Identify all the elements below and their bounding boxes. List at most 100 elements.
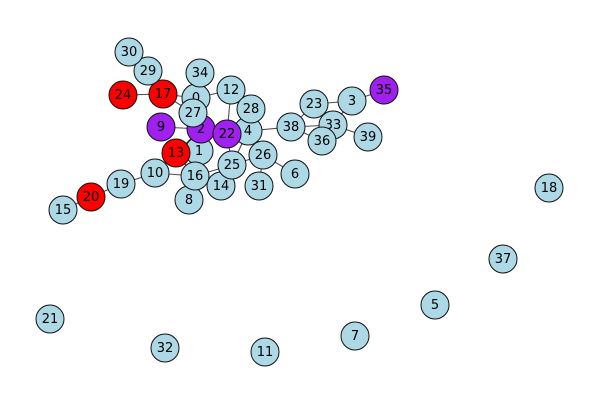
node-label: 6 <box>291 167 299 182</box>
node-circle <box>217 150 247 180</box>
node-circle <box>108 80 138 110</box>
node-label: 39 <box>360 130 377 145</box>
node-label: 4 <box>244 124 252 139</box>
node-circle <box>248 140 278 170</box>
node-circle <box>244 171 274 201</box>
node-circle <box>133 56 163 86</box>
node-8: 8 <box>174 185 204 215</box>
node-label: 16 <box>187 169 204 184</box>
node-3: 3 <box>337 86 367 116</box>
node-circle <box>276 112 306 142</box>
node-39: 39 <box>353 122 383 152</box>
node-21: 21 <box>35 304 65 334</box>
node-label: 23 <box>306 97 323 112</box>
node-circle <box>76 182 106 212</box>
node-7: 7 <box>340 321 370 351</box>
node-22: 22 <box>212 119 242 149</box>
node-label: 35 <box>376 83 393 98</box>
node-label: 9 <box>157 120 165 135</box>
node-38: 38 <box>276 112 306 142</box>
node-26: 26 <box>248 140 278 170</box>
node-label: 10 <box>147 166 164 181</box>
node-17: 17 <box>148 79 178 109</box>
node-label: 17 <box>155 87 172 102</box>
node-label: 31 <box>251 179 268 194</box>
node-label: 22 <box>219 127 236 142</box>
node-circle <box>114 37 144 67</box>
node-label: 0 <box>192 91 200 106</box>
node-14: 14 <box>206 171 236 201</box>
node-label: 25 <box>224 158 241 173</box>
node-25: 25 <box>217 150 247 180</box>
node-circle <box>488 244 518 274</box>
node-13: 13 <box>161 138 191 168</box>
node-label: 24 <box>115 88 132 103</box>
node-circle <box>236 94 266 124</box>
node-18: 18 <box>534 173 564 203</box>
node-circle <box>148 79 178 109</box>
node-30: 30 <box>114 37 144 67</box>
node-19: 19 <box>106 169 136 199</box>
node-circle <box>337 86 367 116</box>
node-label: 19 <box>113 177 130 192</box>
node-circle <box>178 98 208 128</box>
node-label: 14 <box>213 179 230 194</box>
node-circle <box>180 161 210 191</box>
node-label: 38 <box>283 120 300 135</box>
node-label: 32 <box>157 341 174 356</box>
node-label: 18 <box>541 181 558 196</box>
node-label: 2 <box>197 122 205 137</box>
node-label: 30 <box>121 45 138 60</box>
node-circle <box>185 58 215 88</box>
node-label: 34 <box>192 66 209 81</box>
node-31: 31 <box>244 171 274 201</box>
node-27: 27 <box>178 98 208 128</box>
node-circle <box>340 321 370 351</box>
node-5: 5 <box>420 290 450 320</box>
node-label: 28 <box>243 102 260 117</box>
node-label: 29 <box>140 64 157 79</box>
node-24: 24 <box>108 80 138 110</box>
node-label: 5 <box>431 298 439 313</box>
node-20: 20 <box>76 182 106 212</box>
node-circle <box>35 304 65 334</box>
node-12: 12 <box>216 75 246 105</box>
node-6: 6 <box>280 159 310 189</box>
node-label: 7 <box>351 329 359 344</box>
node-37: 37 <box>488 244 518 274</box>
node-16: 16 <box>180 161 210 191</box>
node-circle <box>307 126 337 156</box>
node-circle <box>106 169 136 199</box>
node-circle <box>161 138 191 168</box>
node-label: 15 <box>55 203 72 218</box>
node-9: 9 <box>146 112 176 142</box>
node-circle <box>280 159 310 189</box>
node-circle <box>250 337 280 367</box>
node-36: 36 <box>307 126 337 156</box>
node-label: 13 <box>168 146 185 161</box>
node-28: 28 <box>236 94 266 124</box>
node-circle <box>420 290 450 320</box>
node-34: 34 <box>185 58 215 88</box>
node-label: 8 <box>185 193 193 208</box>
node-32: 32 <box>150 333 180 363</box>
node-circle <box>299 89 329 119</box>
node-circle <box>216 75 246 105</box>
node-circle <box>48 195 78 225</box>
node-label: 37 <box>495 252 512 267</box>
node-label: 20 <box>83 190 100 205</box>
node-label: 12 <box>223 83 240 98</box>
node-circle <box>369 75 399 105</box>
node-circle <box>140 158 170 188</box>
node-label: 27 <box>185 106 202 121</box>
node-circle <box>150 333 180 363</box>
node-23: 23 <box>299 89 329 119</box>
node-circle <box>353 122 383 152</box>
node-label: 3 <box>348 94 356 109</box>
node-label: 36 <box>314 134 331 149</box>
node-circle <box>146 112 176 142</box>
node-circle <box>212 119 242 149</box>
node-35: 35 <box>369 75 399 105</box>
node-29: 29 <box>133 56 163 86</box>
